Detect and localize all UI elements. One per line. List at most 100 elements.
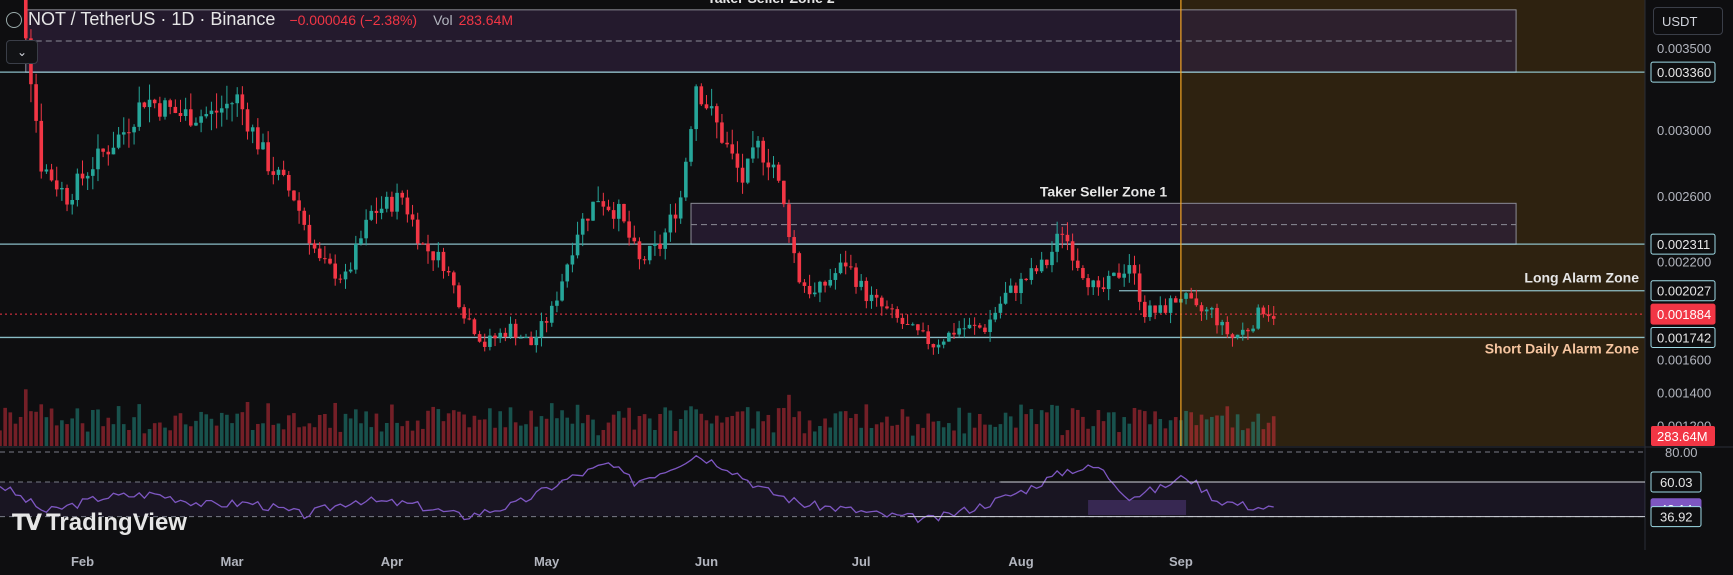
tradingview-logo[interactable]: TV TradingView [12,509,187,537]
candle-body[interactable] [782,180,786,205]
candle-body[interactable] [838,262,843,274]
candle-body[interactable] [673,214,678,219]
candle-body[interactable] [1034,268,1039,272]
candle-body[interactable] [457,285,461,308]
candle-body[interactable] [158,103,162,117]
candle-body[interactable] [658,243,662,249]
candle-body[interactable] [75,173,80,200]
candle-body[interactable] [544,321,549,323]
candle-body[interactable] [1189,293,1194,299]
candle-body[interactable] [271,171,276,175]
candle-body[interactable] [653,243,657,246]
candle-body[interactable] [787,204,791,238]
candle-body[interactable] [751,147,755,159]
candle-body[interactable] [1014,285,1018,294]
candle-body[interactable] [219,108,224,113]
candle-body[interactable] [735,153,740,168]
candle-body[interactable] [745,158,750,183]
candle-body[interactable] [952,332,956,335]
candle-body[interactable] [323,258,327,260]
candle-body[interactable] [921,330,925,332]
candle-body[interactable] [400,192,405,198]
candle-body[interactable] [689,129,693,162]
candle-body[interactable] [441,251,446,272]
candle-body[interactable] [127,132,131,134]
candle-body[interactable] [395,192,399,212]
candle-body[interactable] [462,307,466,319]
candle-body[interactable] [1101,287,1106,290]
candle-body[interactable] [709,106,714,109]
candle-body[interactable] [1070,241,1075,261]
candle-body[interactable] [369,210,374,220]
candle-body[interactable] [333,263,337,279]
candle-body[interactable] [606,206,611,211]
candle-body[interactable] [549,305,554,323]
candle-body[interactable] [292,190,296,201]
candle-body[interactable] [354,243,358,270]
candle-body[interactable] [142,102,147,108]
candle-body[interactable] [756,140,760,148]
candle-body[interactable] [983,327,987,333]
candle-body[interactable] [1019,278,1023,294]
candle-body[interactable] [194,122,198,126]
candle-body[interactable] [998,303,1003,313]
candle-body[interactable] [240,94,245,110]
candle-body[interactable] [627,221,631,238]
candle-body[interactable] [96,148,100,170]
candle-body[interactable] [214,110,219,113]
price-level-badge[interactable] [1650,61,1716,83]
candle-body[interactable] [941,341,946,345]
candle-body[interactable] [792,237,796,254]
candle-body[interactable] [343,271,348,280]
candle-body[interactable] [168,100,172,107]
candle-body[interactable] [833,273,838,280]
candle-body[interactable] [730,144,735,154]
candle-body[interactable] [1137,273,1142,302]
candle-body[interactable] [467,318,472,320]
candle-body[interactable] [900,317,905,325]
candle-body[interactable] [601,201,606,207]
candle-body[interactable] [1075,260,1080,268]
candle-body[interactable] [977,325,982,328]
candle-body[interactable] [101,148,105,152]
candle-body[interactable] [678,197,683,219]
candle-body[interactable] [766,162,771,168]
candle-body[interactable] [910,324,915,326]
candle-body[interactable] [843,262,848,267]
candle-body[interactable] [704,104,709,109]
candle-body[interactable] [281,169,286,175]
candle-body[interactable] [957,328,961,335]
candle-body[interactable] [854,267,858,287]
candle-body[interactable] [209,110,214,115]
candle-body[interactable] [1153,305,1157,313]
candle-body[interactable] [472,319,477,335]
candle-body[interactable] [720,122,724,143]
candle-body[interactable] [916,324,920,331]
candle-body[interactable] [410,214,415,220]
candle-body[interactable] [173,106,178,113]
collapse-legend-button[interactable]: ⌄ [6,40,38,64]
seller-zone-box[interactable] [690,202,1517,245]
candle-body[interactable] [405,197,410,215]
candle-body[interactable] [1251,328,1255,332]
candle-body[interactable] [823,281,827,286]
candle-body[interactable] [1003,292,1008,304]
candle-body[interactable] [776,164,781,181]
candle-body[interactable] [1215,307,1219,326]
candle-body[interactable] [513,323,518,338]
candle-body[interactable] [611,210,616,219]
candle-body[interactable] [426,243,430,252]
candle-body[interactable] [905,324,910,326]
candle-body[interactable] [230,103,234,105]
candle-body[interactable] [498,332,503,339]
candle-body[interactable] [797,253,802,283]
candle-body[interactable] [1081,267,1085,279]
candle-body[interactable] [761,140,766,163]
candle-body[interactable] [60,187,64,190]
candle-body[interactable] [931,344,936,348]
candle-body[interactable] [874,294,879,298]
candle-body[interactable] [962,328,967,330]
candle-body[interactable] [869,294,874,302]
candle-body[interactable] [364,219,368,239]
candle-body[interactable] [147,99,152,108]
